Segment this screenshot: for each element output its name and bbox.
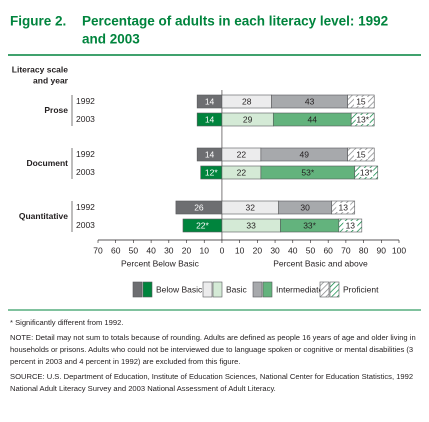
- x-label: Percent Below Basic: [121, 258, 200, 268]
- legend-label: Intermediate: [276, 284, 324, 294]
- value-label: 13*: [360, 167, 373, 177]
- x-tick-label: 60: [323, 245, 333, 255]
- value-label: 22: [237, 167, 247, 177]
- category-label: Quantitative: [19, 211, 68, 221]
- legend-label: Proficient: [343, 284, 379, 294]
- value-label: 28: [242, 96, 252, 106]
- legend-swatch: [202, 281, 213, 298]
- x-tick-label: 60: [111, 245, 121, 255]
- x-tick-label: 20: [253, 245, 263, 255]
- x-tick-label: 40: [146, 245, 156, 255]
- label-bg: [353, 97, 368, 106]
- label-bg: [355, 115, 370, 124]
- value-label: 13: [338, 202, 348, 212]
- notes: * Significantly different from 1992. NOT…: [10, 317, 420, 398]
- value-label: 15: [356, 96, 366, 106]
- value-label: 14: [205, 114, 215, 124]
- x-tick-label: 70: [341, 245, 351, 255]
- x-tick-label: 20: [182, 245, 192, 255]
- value-label: 33*: [303, 220, 316, 230]
- x-tick-label: 70: [93, 245, 103, 255]
- value-label: 13*: [356, 114, 369, 124]
- x-label: Percent Basic and above: [273, 258, 368, 268]
- legend-swatch: [212, 281, 223, 298]
- x-tick-label: 50: [129, 245, 139, 255]
- note: NOTE: Detail may not sum to totals becau…: [10, 333, 416, 366]
- year-label: 1992: [76, 202, 95, 212]
- value-label: 49: [300, 149, 310, 159]
- legend-swatch: [132, 281, 143, 298]
- label-bg: [336, 203, 351, 212]
- value-label: 53*: [301, 167, 314, 177]
- legend-swatch: [329, 281, 340, 298]
- x-tick-label: 50: [306, 245, 316, 255]
- value-label: 32: [246, 202, 256, 212]
- value-label: 13: [346, 220, 356, 230]
- chart: Figure 2. Percentage of adults in each l…: [8, 14, 421, 311]
- legend-swatch: [252, 281, 263, 298]
- legend-swatch: [142, 281, 153, 298]
- value-label: 22: [237, 149, 247, 159]
- value-label: 33: [246, 220, 256, 230]
- value-label: 12*: [205, 167, 218, 177]
- title: Percentage of adults in each literacy le…: [82, 14, 388, 29]
- value-label: 43: [305, 96, 315, 106]
- category-label: Document: [26, 158, 68, 168]
- legend-swatch: [262, 281, 273, 298]
- x-tick-label: 10: [200, 245, 210, 255]
- note: * Significantly different from 1992.: [10, 318, 124, 327]
- label-bg: [353, 150, 368, 159]
- label-bg: [343, 221, 358, 230]
- title: and 2003: [82, 32, 140, 47]
- title-label: Figure 2.: [10, 14, 66, 29]
- value-label: 30: [300, 202, 310, 212]
- legend-swatch: [319, 281, 330, 298]
- year-label: 2003: [76, 114, 95, 124]
- x-tick-label: 30: [270, 245, 280, 255]
- category-label: Prose: [44, 105, 68, 115]
- value-label: 26: [194, 202, 204, 212]
- value-label: 14: [205, 96, 215, 106]
- year-label: 2003: [76, 167, 95, 177]
- value-label: 29: [243, 114, 253, 124]
- year-label: 2003: [76, 220, 95, 230]
- y-axis-label: Literacy scale: [12, 64, 69, 74]
- x-tick-label: 100: [392, 245, 406, 255]
- x-tick-label: 30: [164, 245, 174, 255]
- value-label: 14: [205, 149, 215, 159]
- note: SOURCE: U.S. Department of Education, In…: [10, 372, 414, 393]
- value-label: 44: [308, 114, 318, 124]
- x-tick-label: 90: [377, 245, 387, 255]
- x-tick-label: 40: [288, 245, 298, 255]
- y-axis-label: and year: [33, 75, 69, 85]
- year-label: 1992: [76, 149, 95, 159]
- year-label: 1992: [76, 96, 95, 106]
- legend-label: Below Basic: [156, 284, 203, 294]
- legend-label: Basic: [226, 284, 248, 294]
- x-tick-label: 0: [220, 245, 225, 255]
- x-tick-label: 10: [235, 245, 245, 255]
- label-bg: [359, 168, 374, 177]
- value-label: 22*: [196, 220, 209, 230]
- value-label: 15: [356, 149, 366, 159]
- x-tick-label: 80: [359, 245, 369, 255]
